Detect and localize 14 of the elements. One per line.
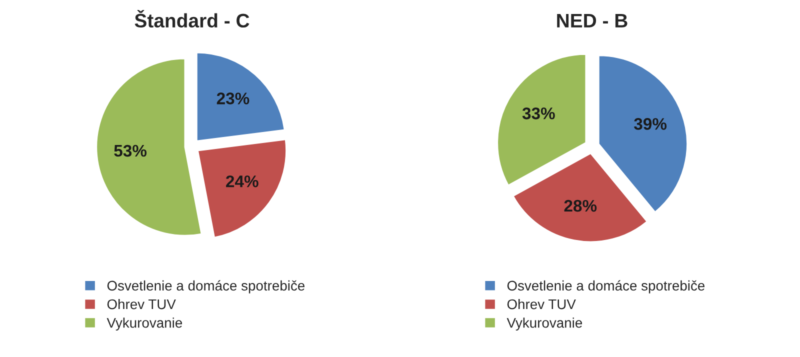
data-label: 28% xyxy=(564,200,597,212)
chart-title: Štandard - C xyxy=(134,10,250,28)
legend-label: Vykurovanie xyxy=(506,318,582,331)
data-label: 53% xyxy=(114,144,147,157)
data-label: 39% xyxy=(634,118,667,130)
data-label: 33% xyxy=(522,107,555,120)
legend-label: Osvetlenie a domáce spotrebiče xyxy=(107,280,305,294)
chart-title: NED - B xyxy=(557,14,628,28)
legend-label: Ohrev TUV xyxy=(507,298,576,310)
data-label: 23% xyxy=(216,92,250,104)
data-label: 24% xyxy=(226,175,258,188)
legend-label: Ohrev TUV xyxy=(107,298,176,310)
legend-label: Osvetlenie a domáce spotrebiče xyxy=(507,280,705,294)
legend-label: Vykurovanie xyxy=(106,318,182,331)
